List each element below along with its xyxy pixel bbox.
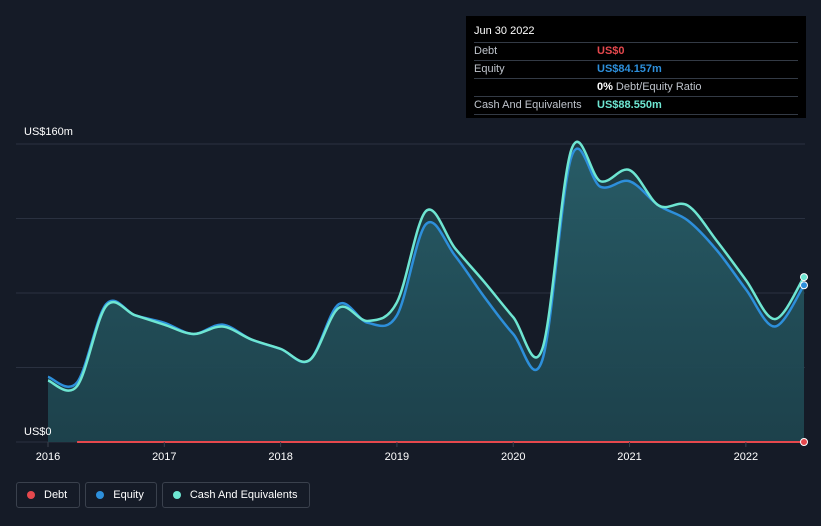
legend-dot-icon xyxy=(96,491,105,499)
tooltip-label: Debt xyxy=(474,45,498,57)
x-tick-label: 2017 xyxy=(152,451,176,463)
tooltip-row-ratio: 0% Debt/Equity Ratio xyxy=(474,79,798,97)
tooltip-value: 0% Debt/Equity Ratio xyxy=(597,79,702,96)
tooltip-label xyxy=(474,79,597,96)
y-axis-min-label: US$0 xyxy=(24,426,52,438)
x-axis-ticks: 2016 2017 2018 2019 2020 2021 2022 xyxy=(36,442,758,463)
tooltip-row-debt: Debt US$0 xyxy=(474,43,798,61)
ratio-suffix: Debt/Equity Ratio xyxy=(615,81,702,93)
ratio-value: 0% xyxy=(597,81,613,93)
x-tick-label: 2019 xyxy=(385,451,409,463)
tooltip-value: US$88.550m xyxy=(597,99,662,111)
legend-item-debt[interactable]: Debt xyxy=(16,482,81,508)
tooltip-label: Equity xyxy=(474,63,505,75)
equity-area xyxy=(48,148,804,443)
chart-legend: Debt Equity Cash And Equivalents xyxy=(16,482,311,508)
legend-item-equity[interactable]: Equity xyxy=(85,482,157,508)
hover-tooltip: Jun 30 2022 Debt US$0 Equity US$84.157m … xyxy=(466,16,806,118)
series-lines xyxy=(47,140,806,443)
series-end-markers xyxy=(800,273,808,446)
legend-item-cash[interactable]: Cash And Equivalents xyxy=(161,482,311,508)
x-tick-label: 2022 xyxy=(734,451,758,463)
tooltip-value: US$0 xyxy=(597,45,625,57)
x-tick-label: 2016 xyxy=(36,451,60,463)
equity-end-marker xyxy=(800,281,808,290)
tooltip-date: Jun 30 2022 xyxy=(474,22,798,43)
tooltip-value: US$84.157m xyxy=(597,63,662,75)
legend-label: Cash And Equivalents xyxy=(189,489,298,501)
debt-end-marker xyxy=(800,438,808,446)
legend-dot-icon xyxy=(172,491,181,499)
legend-label: Debt xyxy=(44,489,68,501)
legend-label: Equity xyxy=(113,489,144,501)
x-tick-label: 2018 xyxy=(268,451,292,463)
cash-and-equivalents-end-marker xyxy=(800,273,808,282)
y-axis-max-label: US$160m xyxy=(24,126,73,138)
cash-line xyxy=(47,140,806,392)
tooltip-row-equity: Equity US$84.157m xyxy=(474,61,798,79)
x-tick-label: 2020 xyxy=(501,451,525,463)
tooltip-label: Cash And Equivalents xyxy=(474,99,582,111)
series-areas xyxy=(48,141,804,443)
tooltip-row-cash: Cash And Equivalents US$88.550m xyxy=(474,97,798,115)
legend-dot-icon xyxy=(27,491,35,499)
x-tick-label: 2021 xyxy=(617,451,641,463)
